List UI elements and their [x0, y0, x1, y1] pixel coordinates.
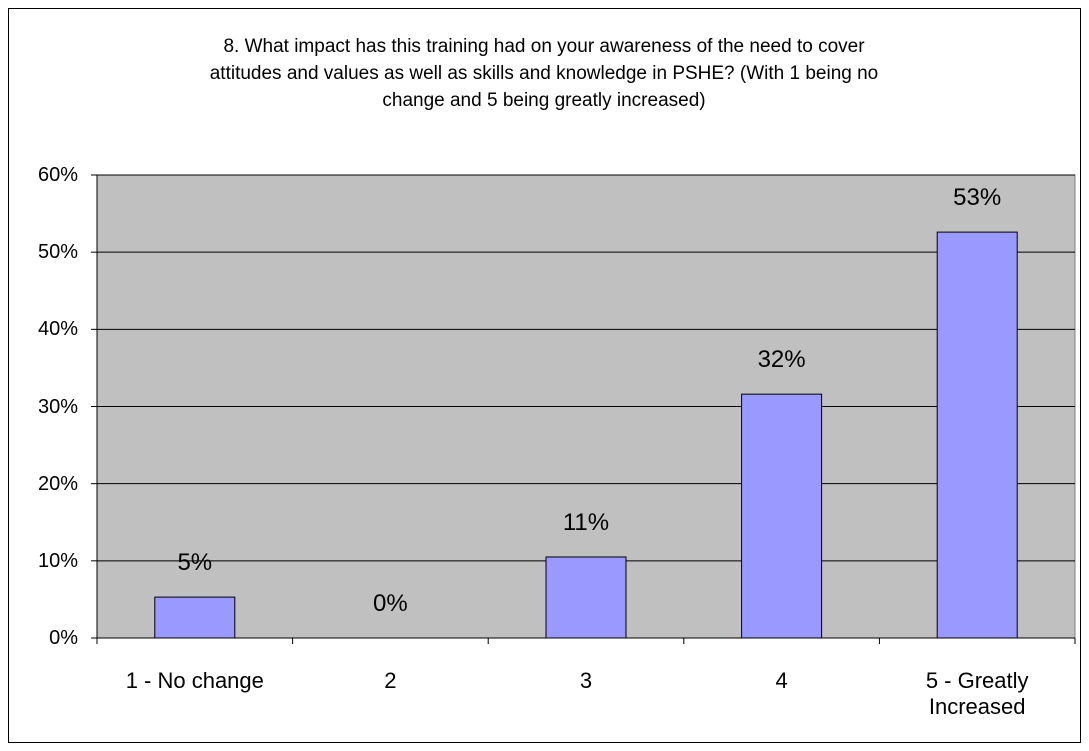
x-tick-label: 4 — [775, 668, 788, 693]
chart-title: 8. What impact has this training had on … — [223, 36, 865, 57]
bar — [741, 393, 823, 639]
data-label: 0% — [373, 590, 408, 617]
data-label: 53% — [953, 184, 1002, 212]
chart-title: change and 5 being greatly increased) — [382, 90, 706, 111]
y-tick-label: 30% — [37, 395, 78, 418]
data-label: 5% — [177, 549, 213, 577]
y-tick-label: 20% — [37, 472, 78, 495]
data-label: 11% — [562, 508, 610, 536]
bar — [936, 231, 1018, 639]
y-tick-label: 0% — [49, 627, 78, 649]
y-tick-label: 10% — [37, 549, 78, 572]
y-tick-label: 40% — [37, 318, 78, 341]
x-tick-label: 3 — [579, 668, 593, 693]
bar — [545, 556, 627, 639]
x-tick-label: 2 — [384, 668, 397, 693]
bar — [154, 596, 236, 639]
x-tick-label: 5 - Greatly Increased — [925, 668, 1029, 720]
x-tick-label: 1 - No change — [125, 668, 264, 693]
data-label: 32% — [757, 346, 806, 374]
y-tick-label: 60% — [37, 164, 78, 186]
chart-title: attitudes and values as well as skills a… — [209, 63, 879, 84]
y-tick-label: 50% — [37, 241, 78, 264]
